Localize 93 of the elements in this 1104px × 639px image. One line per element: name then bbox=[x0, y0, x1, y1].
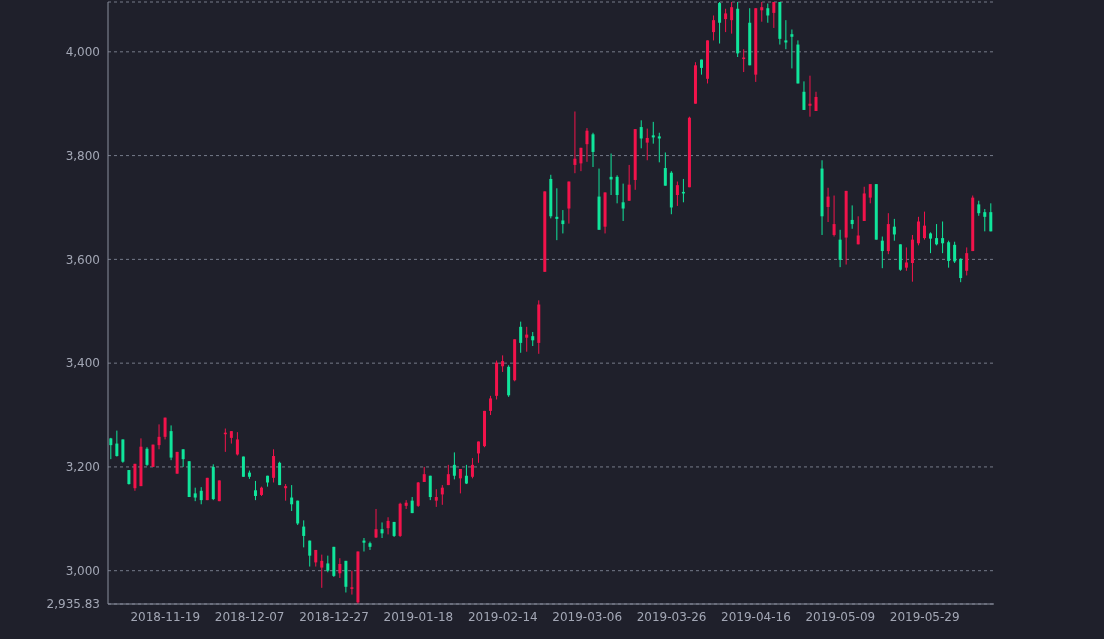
candlestick bbox=[350, 570, 354, 596]
candlestick bbox=[368, 541, 372, 551]
candlestick bbox=[989, 202, 993, 232]
candlestick bbox=[290, 484, 294, 512]
candlestick bbox=[935, 223, 939, 246]
y-tick-label: 3,400 bbox=[65, 356, 100, 371]
candlestick bbox=[615, 174, 619, 204]
candlestick bbox=[489, 395, 493, 416]
x-tick-label: 2019-05-29 bbox=[889, 609, 960, 624]
x-tick-label: 2018-12-07 bbox=[214, 609, 285, 624]
candlestick bbox=[983, 208, 987, 232]
candlestick bbox=[362, 537, 366, 552]
candlestick bbox=[868, 183, 872, 204]
candlestick bbox=[814, 91, 818, 112]
candlestick bbox=[115, 430, 119, 458]
candlestick bbox=[766, 3, 770, 24]
candlestick bbox=[850, 204, 854, 230]
candlestick bbox=[320, 554, 324, 589]
candlestick bbox=[555, 187, 559, 241]
y-tick-label: 4,000 bbox=[65, 45, 100, 60]
x-tick-label: 2018-12-27 bbox=[299, 609, 369, 624]
candlestick bbox=[380, 521, 384, 539]
candlestick bbox=[308, 540, 312, 568]
candlestick bbox=[826, 187, 830, 223]
candlestick bbox=[296, 500, 300, 526]
x-tick-label: 2019-03-06 bbox=[552, 609, 623, 624]
candlestick bbox=[953, 241, 957, 264]
candlestick bbox=[452, 451, 456, 480]
candlestick bbox=[386, 516, 390, 535]
candlestick bbox=[302, 519, 306, 548]
candlestick bbox=[856, 215, 860, 245]
candlestick bbox=[675, 181, 679, 207]
candlestick bbox=[651, 121, 655, 145]
candlestick bbox=[585, 127, 589, 163]
candlestick bbox=[790, 29, 794, 69]
candlestick bbox=[663, 151, 667, 187]
candlestick bbox=[416, 481, 420, 508]
x-tick-label: 2019-05-09 bbox=[805, 609, 876, 624]
candlestick bbox=[573, 110, 577, 174]
candlestick bbox=[923, 211, 926, 241]
candlestick bbox=[892, 218, 896, 242]
x-tick-label: 2019-04-16 bbox=[721, 609, 791, 624]
candlestick bbox=[832, 195, 836, 238]
candlestick bbox=[428, 475, 432, 501]
candlestick bbox=[880, 236, 884, 269]
candlestick bbox=[470, 457, 474, 479]
candlestick bbox=[253, 480, 257, 501]
x-tick-label: 2019-02-14 bbox=[467, 609, 538, 624]
candlestick bbox=[718, 2, 722, 45]
candlestick bbox=[772, 2, 776, 29]
candlestick bbox=[904, 246, 908, 272]
candlestick bbox=[458, 468, 462, 494]
candlestick bbox=[838, 229, 842, 268]
x-tick-label: 2019-01-18 bbox=[383, 609, 454, 624]
y-tick-label: 3,800 bbox=[65, 148, 100, 163]
candlestick bbox=[910, 234, 914, 283]
candlestick bbox=[145, 446, 149, 467]
candlestick bbox=[374, 508, 378, 539]
candlestick bbox=[519, 321, 523, 354]
candlestick bbox=[657, 132, 661, 163]
y-tick-label: 3,600 bbox=[65, 252, 100, 267]
y-tick-label: 2,935.83 bbox=[46, 597, 100, 612]
candlestick bbox=[476, 441, 480, 464]
candlestick bbox=[561, 209, 565, 234]
candlestick bbox=[235, 431, 239, 457]
candlestick bbox=[965, 246, 969, 276]
candlestick bbox=[712, 14, 716, 41]
candlestick bbox=[338, 557, 342, 579]
candlestick bbox=[929, 231, 933, 254]
candlestick bbox=[272, 448, 276, 483]
candlestick bbox=[591, 132, 595, 168]
y-tick-label: 3,200 bbox=[65, 460, 100, 475]
candlestick bbox=[157, 423, 161, 450]
candlestick bbox=[916, 216, 920, 246]
candlestick bbox=[760, 2, 764, 23]
candlestick bbox=[808, 75, 812, 118]
candlestick bbox=[440, 484, 444, 506]
candlestick bbox=[784, 19, 788, 50]
candlestick bbox=[802, 80, 806, 111]
candlestick bbox=[621, 183, 625, 222]
candlestick bbox=[959, 257, 963, 283]
candlestick bbox=[525, 326, 529, 353]
x-tick-label: 2018-11-19 bbox=[130, 609, 201, 624]
candlestick bbox=[947, 240, 951, 269]
candlestick bbox=[724, 8, 728, 33]
candlestick bbox=[730, 2, 734, 35]
x-tick-label: 2019-03-26 bbox=[636, 609, 707, 624]
candlestick bbox=[627, 164, 631, 202]
y-tick-label: 3,000 bbox=[65, 563, 100, 578]
candlestick bbox=[121, 438, 125, 464]
candlestick bbox=[645, 128, 649, 161]
candlestick bbox=[639, 119, 643, 149]
candlestick bbox=[941, 220, 945, 254]
